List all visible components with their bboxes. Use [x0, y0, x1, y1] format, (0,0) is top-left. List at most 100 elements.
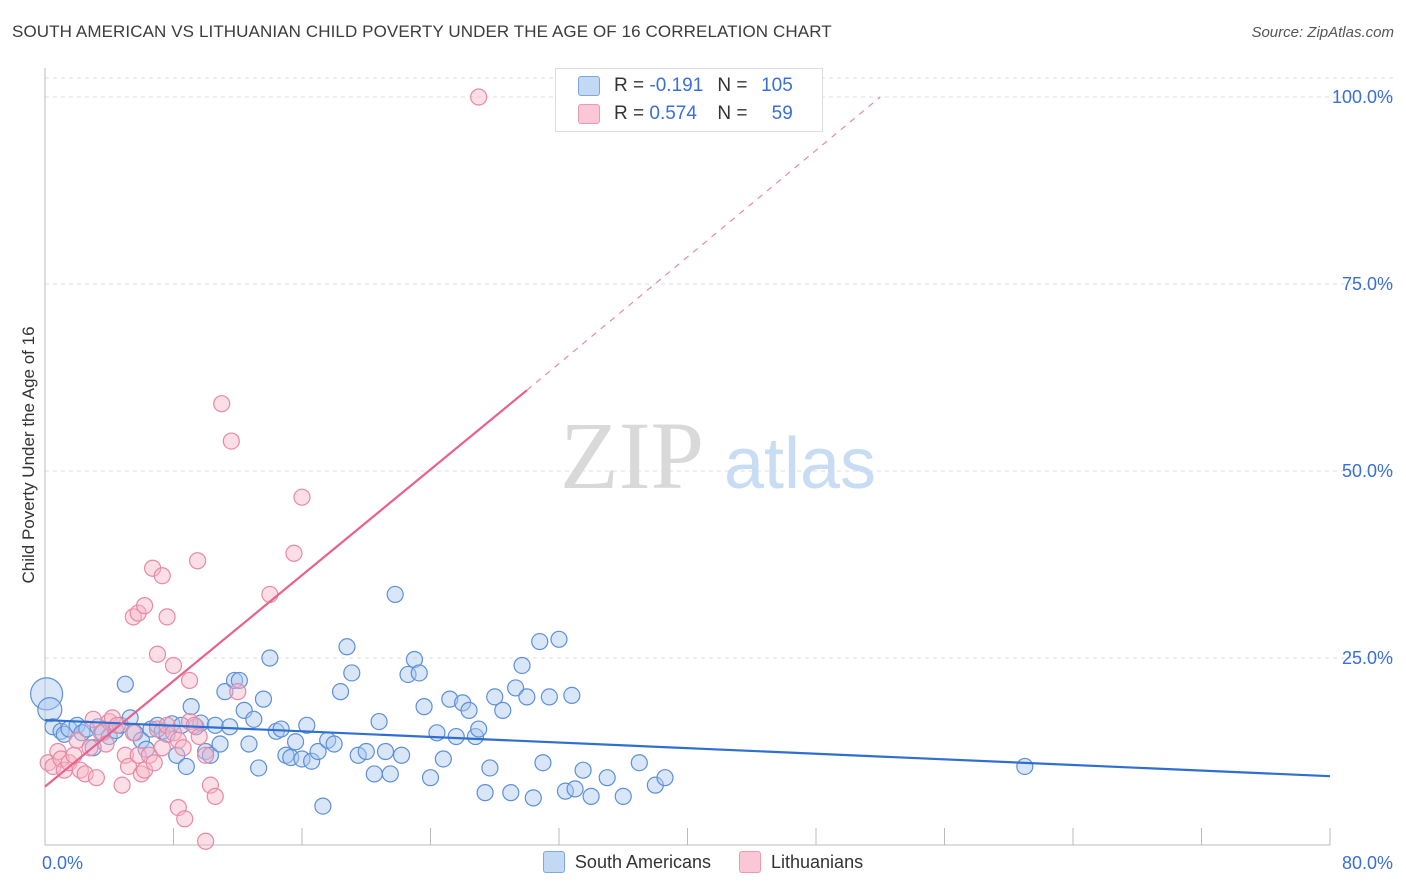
data-point-lithuanians [229, 683, 247, 701]
data-point-lithuanians [124, 724, 142, 742]
legend: R = -0.191 N = 105 R = 0.574 N = 59 [555, 68, 823, 132]
data-point-south-americans [365, 765, 383, 783]
data-point-south-americans [392, 746, 411, 764]
data-point-south-americans [357, 742, 375, 761]
y-tick-label: 25.0% [1342, 648, 1393, 668]
data-point-lithuanians [222, 432, 240, 450]
data-point-south-americans [314, 797, 332, 815]
bottom-legend-lithuanians: Lithuanians [739, 851, 863, 873]
data-point-lithuanians [113, 776, 131, 794]
legend-row-lithuanians: R = 0.574 N = 59 [578, 102, 793, 126]
data-point-lithuanians [201, 776, 220, 794]
data-point-south-americans [415, 698, 433, 716]
data-point-lithuanians [135, 597, 154, 615]
legend-n-label: N = [717, 75, 748, 96]
data-point-south-americans [410, 664, 428, 682]
data-point-south-americans [476, 784, 494, 802]
data-point-south-americans [261, 649, 279, 667]
chart-title: SOUTH AMERICAN VS LITHUANIAN CHILD POVER… [12, 22, 832, 41]
data-point-south-americans [550, 630, 568, 648]
data-point-south-americans [206, 716, 224, 734]
y-tick-label: 50.0% [1342, 461, 1393, 481]
data-point-south-americans [574, 761, 592, 779]
data-point-south-americans [421, 769, 440, 787]
legend-swatch-pink [739, 851, 761, 873]
legend-swatch-blue [542, 851, 565, 873]
data-point-lithuanians [176, 810, 194, 828]
data-point-south-americans [513, 656, 531, 675]
data-point-south-americans [309, 742, 327, 761]
legend-n-value: 59 [771, 103, 793, 124]
legend-n-label: N = [717, 103, 748, 124]
data-point-south-americans [182, 698, 200, 716]
data-point-south-americans [566, 780, 584, 798]
legend-n-value: 105 [761, 75, 793, 96]
data-point-south-americans [338, 638, 356, 656]
data-point-lithuanians [145, 754, 163, 772]
data-point-south-americans [1016, 757, 1034, 776]
data-point-south-americans [349, 746, 367, 764]
data-point-lithuanians [188, 552, 207, 570]
watermark: ZIP atlas [560, 402, 876, 509]
data-point-lithuanians [119, 757, 138, 776]
watermark-atlas: atlas [724, 424, 876, 504]
data-point-south-americans [116, 675, 134, 693]
data-point-lithuanians [261, 585, 279, 604]
data-point-south-americans [598, 769, 616, 787]
data-point-south-americans [524, 789, 542, 807]
data-point-south-americans [30, 677, 64, 711]
data-point-lithuanians [153, 567, 171, 585]
data-point-lithuanians [68, 731, 86, 749]
data-point-lithuanians [148, 645, 167, 663]
data-point-south-americans [531, 632, 549, 651]
data-point-south-americans [434, 750, 452, 768]
data-point-south-americans [630, 754, 648, 772]
legend-r-label: R = [614, 75, 645, 96]
series-lithuanians [39, 88, 488, 850]
data-point-south-americans [37, 697, 63, 723]
data-point-lithuanians [180, 671, 199, 690]
data-point-south-americans [502, 784, 520, 802]
data-point-south-americans [303, 752, 321, 770]
source-label: Source: ZipAtlas.com [1251, 24, 1394, 41]
data-point-south-americans [331, 683, 350, 701]
watermark-zip: ZIP [560, 402, 704, 509]
data-point-lithuanians [190, 727, 208, 746]
data-point-south-americans [240, 735, 258, 753]
data-point-south-americans [201, 746, 220, 764]
y-axis-label: Child Poverty Under the Age of 16 [19, 326, 38, 583]
data-point-lithuanians [174, 739, 192, 757]
bottom-legend: South Americans Lithuanians [0, 851, 1406, 873]
data-point-south-americans [177, 757, 195, 776]
data-point-lithuanians [206, 787, 224, 805]
tick-labels: 25.0% 50.0% 75.0% 100.0% 0.0% 80.0% [42, 87, 1393, 873]
data-point-south-americans [370, 712, 388, 731]
legend-swatch-blue [578, 76, 600, 96]
data-point-south-americans [507, 679, 525, 697]
legend-r-value: 0.574 [649, 103, 697, 124]
x-tick-label: 0.0% [42, 853, 83, 873]
data-point-south-americans [245, 710, 263, 728]
data-point-south-americans [460, 701, 478, 719]
data-point-south-americans [614, 787, 632, 805]
legend-r-label: R = [614, 103, 645, 124]
legend-row-south-americans: R = -0.191 N = 105 [578, 74, 793, 98]
x-tick-label: 80.0% [1342, 853, 1393, 873]
data-point-south-americans [486, 688, 504, 706]
data-point-south-americans [405, 650, 424, 669]
data-point-south-americans [481, 759, 499, 777]
data-point-south-americans [225, 671, 244, 690]
data-point-lithuanians [197, 832, 215, 850]
y-tick-label: 100.0% [1332, 87, 1393, 107]
data-point-south-americans [325, 735, 343, 753]
data-point-lithuanians [158, 608, 176, 626]
data-point-lithuanians [76, 765, 94, 783]
data-point-lithuanians [87, 769, 106, 787]
data-point-lithuanians [153, 739, 171, 757]
data-point-lithuanians [293, 488, 311, 506]
legend-swatch-pink [578, 104, 600, 124]
data-point-lithuanians [164, 656, 183, 675]
data-point-south-americans [298, 716, 316, 734]
data-point-south-americans [534, 754, 552, 772]
